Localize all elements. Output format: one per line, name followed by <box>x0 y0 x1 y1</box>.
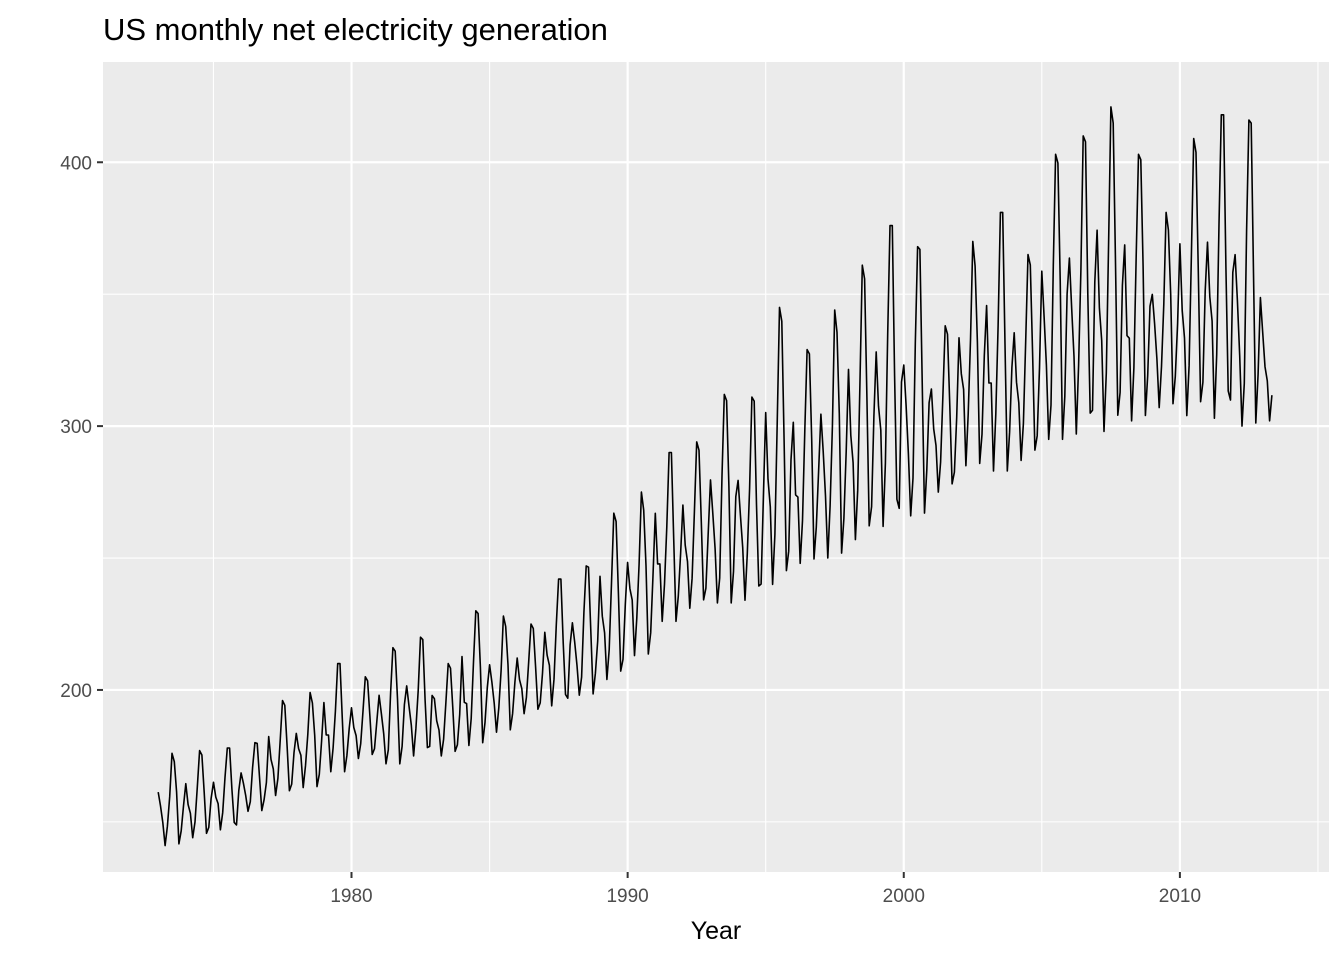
x-axis: 1980 1990 2000 2010 <box>330 872 1201 907</box>
y-tick-label: 400 <box>60 153 92 174</box>
x-axis-title: Year <box>691 917 742 945</box>
y-axis: 200 300 400 <box>60 153 103 702</box>
y-tick-label: 300 <box>60 417 92 438</box>
x-tick-label: 2000 <box>883 886 925 907</box>
y-tick-label: 200 <box>60 681 92 702</box>
x-tick-label: 2010 <box>1159 886 1201 907</box>
major-grid <box>103 62 1329 872</box>
chart-title: US monthly net electricity generation <box>103 12 608 47</box>
series-line-electricity-generation <box>157 106 1273 847</box>
x-tick-label: 1990 <box>606 886 648 907</box>
x-tick-label: 1980 <box>330 886 372 907</box>
